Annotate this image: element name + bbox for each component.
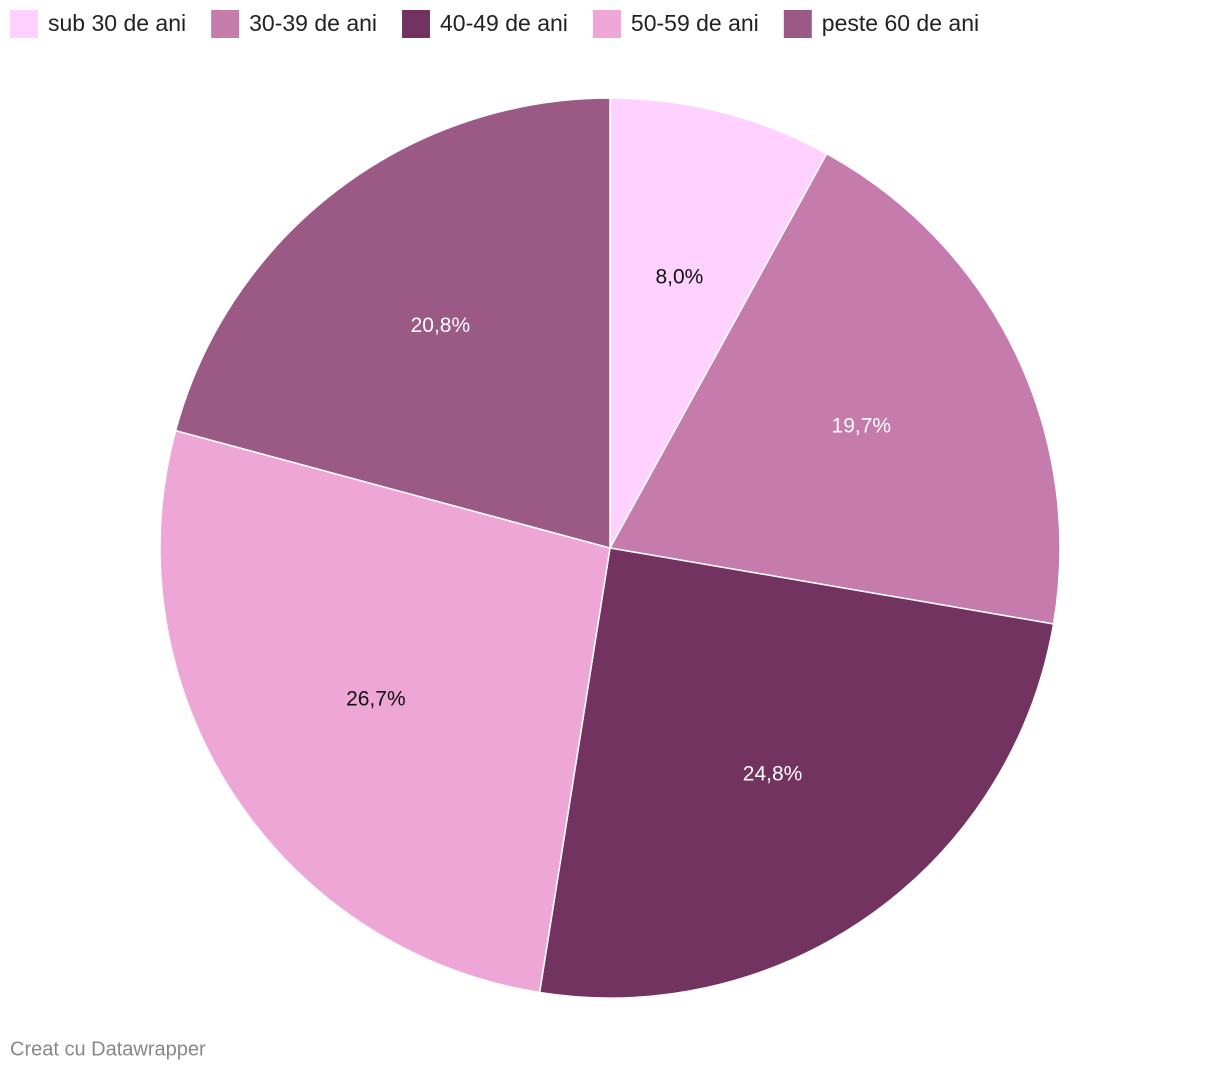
legend-swatch [10,10,38,38]
legend: sub 30 de ani 30-39 de ani 40-49 de ani 50-… [10,10,979,38]
pie-slice [174,97,611,549]
pie-slice [538,547,1055,999]
legend-label: 30-39 de ani [249,10,377,36]
legend-label: sub 30 de ani [48,10,186,36]
pie-slice [609,97,828,549]
slice-label: 24,8% [743,762,803,785]
legend-swatch [592,10,621,38]
pie: 8,0% 19,7% 24,8% 26,7% 20,8% [159,97,1061,999]
pie-slice [608,152,1061,625]
legend-swatch [211,10,240,38]
legend-swatch [783,10,812,38]
slice-label: 19,7% [832,414,892,437]
legend-label: 40-49 de ani [440,10,568,36]
pie-slice [159,429,611,994]
slice-label: 20,8% [411,314,471,337]
slice-label: 8,0% [655,265,703,288]
credit: Creat cu Datawrapper [10,1038,206,1060]
slice-label: 26,7% [346,687,406,710]
legend-label: 50-59 de ani [631,10,759,36]
legend-swatch [402,10,431,38]
legend-label: peste 60 de ani [822,10,979,36]
